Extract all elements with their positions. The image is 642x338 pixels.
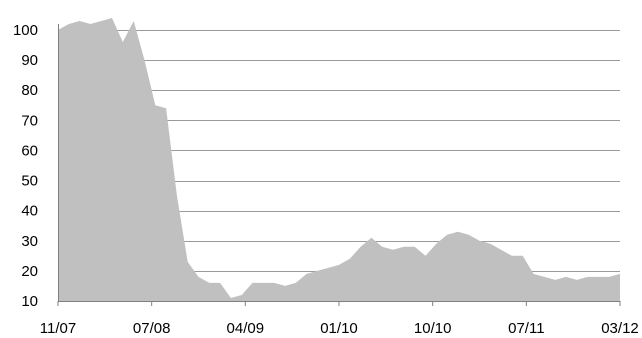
y-tick-label-10: 10 [21, 293, 38, 310]
x-tick-label-3: 01/10 [320, 320, 358, 337]
y-tick-label-100: 100 [13, 22, 38, 39]
area-series [58, 18, 620, 301]
y-axis-tick-labels: 10 20 30 40 50 60 70 80 90 100 [13, 22, 38, 310]
x-tick-label-1: 07/08 [133, 320, 171, 337]
y-tick-label-40: 40 [21, 203, 38, 220]
x-tick-label-6: 03/12 [601, 320, 639, 337]
y-tick-label-30: 30 [21, 233, 38, 250]
axes [57, 24, 621, 306]
y-tick-label-80: 80 [21, 82, 38, 99]
x-tick-label-5: 07/11 [508, 320, 544, 337]
x-axis-tick-labels: 11/07 07/08 04/09 01/10 10/10 07/11 03/12 [40, 320, 639, 337]
y-tick-label-90: 90 [21, 52, 38, 69]
y-tick-label-60: 60 [21, 142, 38, 159]
y-tick-label-50: 50 [21, 173, 38, 190]
y-tick-label-70: 70 [21, 112, 38, 129]
area-series-layer [58, 18, 620, 301]
x-tick-label-2: 04/09 [227, 320, 265, 337]
x-tick-label-4: 10/10 [414, 320, 452, 337]
x-tick-label-0: 11/07 [40, 320, 76, 337]
y-tick-label-20: 20 [21, 263, 38, 280]
